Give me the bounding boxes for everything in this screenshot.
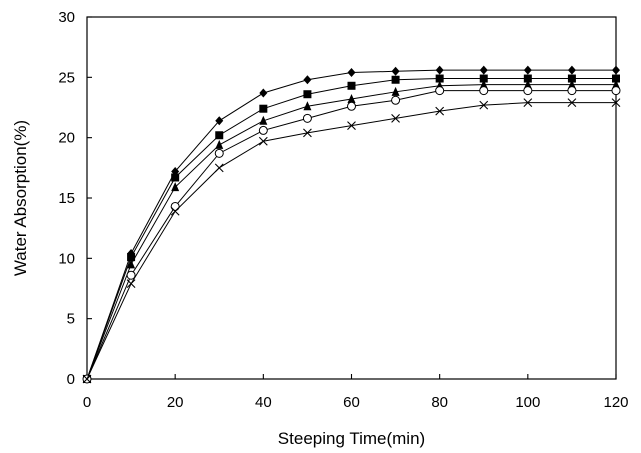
data-point [479, 86, 489, 96]
data-point [523, 74, 532, 83]
data-point [612, 79, 620, 89]
data-point [479, 100, 489, 110]
y-tick-label: 25 [58, 69, 75, 86]
data-point [479, 79, 488, 89]
series-group [82, 65, 621, 384]
data-point [391, 66, 400, 76]
data-point [303, 128, 312, 138]
y-tick-label: 20 [58, 130, 75, 147]
y-tick-label: 30 [58, 9, 75, 26]
x-tick-label: 0 [83, 394, 91, 411]
ticks: 0 5 10 15 20 25 30 0 20 40 60 80 100 120 [58, 9, 628, 411]
y-tick-label: 0 [67, 371, 75, 388]
data-point [435, 106, 445, 116]
data-point [479, 74, 488, 83]
data-point [612, 65, 620, 75]
data-point [171, 182, 180, 192]
data-point [127, 253, 136, 262]
data-point [215, 116, 224, 126]
data-point [303, 75, 312, 85]
data-point [479, 65, 488, 75]
data-point [347, 81, 356, 90]
data-point [82, 374, 92, 384]
x-tick-label: 40 [255, 394, 272, 411]
data-point [215, 131, 224, 140]
series-4 [82, 86, 621, 384]
data-point [302, 113, 312, 123]
data-point [214, 163, 224, 173]
data-point [259, 115, 268, 125]
y-tick-label: 5 [67, 311, 75, 328]
data-point [214, 148, 224, 158]
series-line [86, 90, 616, 380]
data-point [567, 74, 576, 83]
data-point [258, 136, 268, 146]
data-point [126, 279, 136, 289]
x-axis-label: Steeping Time(min) [278, 429, 425, 448]
data-point [611, 98, 621, 108]
x-tick-label: 100 [515, 394, 540, 411]
data-point [347, 68, 356, 78]
data-point [259, 88, 268, 98]
data-point [347, 94, 356, 104]
data-point [391, 75, 400, 84]
x-tick-label: 80 [431, 394, 448, 411]
x-tick-label: 60 [343, 394, 360, 411]
series-line [86, 78, 616, 380]
data-point [258, 125, 268, 135]
data-point [170, 206, 180, 216]
data-point [126, 270, 136, 280]
data-point [435, 65, 444, 75]
data-point [391, 95, 401, 105]
data-point [611, 86, 621, 96]
data-point [523, 98, 533, 108]
data-point [303, 101, 312, 111]
data-point [567, 79, 576, 89]
data-point [523, 86, 533, 96]
data-point [567, 86, 577, 96]
series-5 [82, 98, 621, 384]
series-line [86, 84, 616, 380]
data-point [567, 98, 577, 108]
data-point [567, 65, 576, 75]
data-point [171, 173, 180, 182]
y-tick-label: 10 [58, 250, 75, 267]
data-point [523, 79, 532, 89]
y-tick-label: 15 [58, 190, 75, 207]
data-point [391, 113, 400, 123]
x-tick-label: 20 [167, 394, 184, 411]
data-point [612, 74, 620, 83]
data-point [347, 121, 356, 130]
data-point [435, 86, 445, 96]
data-point [170, 201, 180, 211]
y-axis-label: Water Absorption(%) [11, 120, 30, 276]
data-point [435, 74, 444, 83]
data-point [127, 259, 136, 269]
series-line [86, 69, 616, 380]
data-point [523, 65, 532, 75]
x-tick-label: 120 [603, 394, 628, 411]
data-point [215, 139, 224, 149]
data-point [347, 101, 356, 111]
series-line [86, 102, 616, 380]
series-2 [83, 74, 620, 383]
data-point [259, 104, 268, 113]
data-point [391, 86, 400, 96]
data-point [303, 90, 312, 99]
